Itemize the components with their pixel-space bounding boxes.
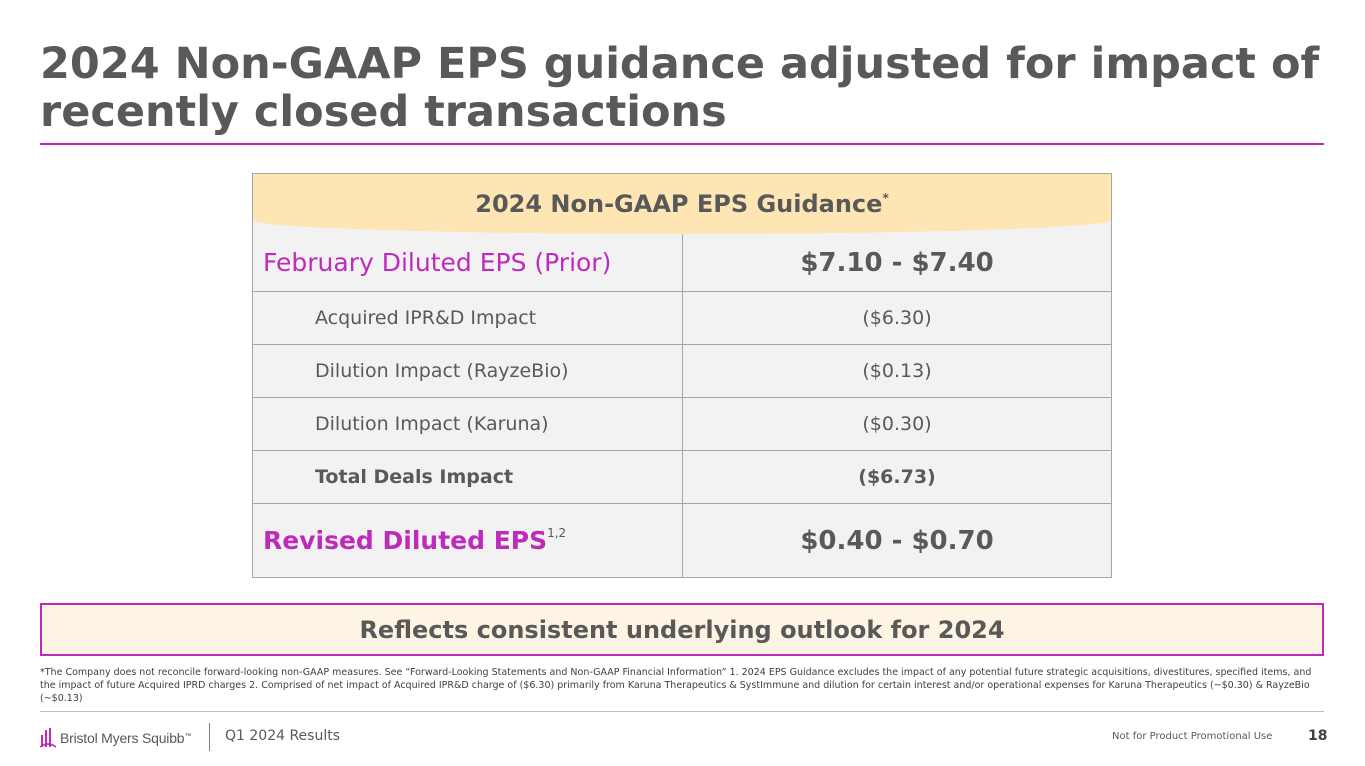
outlook-callout: Reflects consistent underlying outlook f… (40, 603, 1324, 656)
row-label: Acquired IPR&D Impact (315, 307, 537, 329)
brand-logo: Bristol Myers Squibb™ (40, 726, 191, 750)
table-row-total-deals: Total Deals Impact ($6.73) (253, 450, 1111, 503)
row-label: Revised Diluted EPS 1,2 (253, 504, 682, 577)
table-header-marker: * (882, 191, 889, 205)
footer-section-title: Q1 2024 Results (225, 728, 341, 744)
footer-separator (209, 723, 210, 751)
row-label: February Diluted EPS (Prior) (263, 248, 612, 277)
slide-title-line-2: recently closed transactions (40, 87, 727, 137)
table-row-karuna: Dilution Impact (Karuna) ($0.30) (253, 397, 1111, 450)
eps-guidance-table: 2024 Non-GAAP EPS Guidance * February Dil… (252, 173, 1112, 578)
row-value: ($0.30) (862, 413, 932, 435)
brand-trademark: ™ (184, 733, 192, 740)
slide-title-line-1: 2024 Non-GAAP EPS guidance adjusted for … (40, 39, 1320, 89)
brand-name-text: Bristol Myers Squibb (60, 730, 185, 746)
slide-footer: Bristol Myers Squibb™ Q1 2024 Results No… (0, 718, 1365, 758)
table-column-divider (682, 234, 683, 577)
table-row-revised-eps: Revised Diluted EPS 1,2 $0.40 - $0.70 (253, 503, 1111, 577)
row-value: ($0.13) (862, 360, 932, 382)
row-label-footnote-ref: 1,2 (547, 525, 567, 540)
row-label: Total Deals Impact (315, 466, 514, 488)
row-label-text: Revised Diluted EPS (263, 526, 548, 555)
row-value: ($6.73) (858, 466, 936, 488)
title-divider (40, 143, 1324, 145)
table-row-ipr-d: Acquired IPR&D Impact ($6.30) (253, 291, 1111, 344)
row-label: Dilution Impact (RayzeBio) (315, 360, 569, 382)
bms-logo-icon (40, 728, 56, 748)
page-number: 18 (1308, 728, 1328, 744)
slide-title: 2024 Non-GAAP EPS guidance adjusted for … (40, 40, 1320, 136)
table-row-prior-eps: February Diluted EPS (Prior) $7.10 - $7.… (253, 234, 1111, 291)
row-value: $0.40 - $0.70 (800, 525, 994, 556)
row-label: Dilution Impact (Karuna) (315, 413, 549, 435)
table-header: 2024 Non-GAAP EPS Guidance * (253, 174, 1111, 234)
brand-name: Bristol Myers Squibb™ (60, 730, 191, 746)
footnote: *The Company does not reconcile forward-… (40, 667, 1312, 704)
table-row-rayzebio: Dilution Impact (RayzeBio) ($0.13) (253, 344, 1111, 397)
row-value: ($6.30) (862, 307, 932, 329)
footer-disclaimer: Not for Product Promotional Use (1112, 731, 1273, 742)
table-header-text: 2024 Non-GAAP EPS Guidance (475, 190, 883, 218)
footer-divider (40, 711, 1324, 712)
row-value: $7.10 - $7.40 (800, 247, 994, 278)
